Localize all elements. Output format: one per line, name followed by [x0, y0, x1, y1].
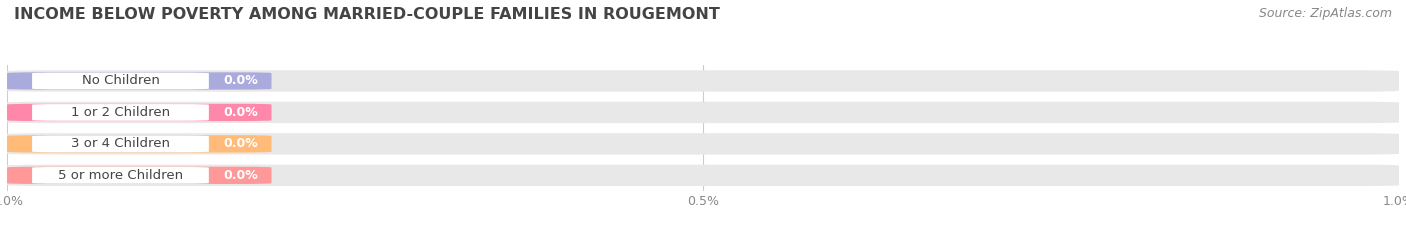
FancyBboxPatch shape — [7, 70, 1399, 92]
FancyBboxPatch shape — [7, 133, 1399, 154]
Text: 0.0%: 0.0% — [224, 75, 259, 87]
FancyBboxPatch shape — [7, 165, 1399, 186]
Text: 0.0%: 0.0% — [224, 106, 259, 119]
FancyBboxPatch shape — [32, 104, 209, 121]
Text: 3 or 4 Children: 3 or 4 Children — [70, 137, 170, 150]
FancyBboxPatch shape — [32, 167, 209, 184]
FancyBboxPatch shape — [7, 72, 271, 90]
Text: INCOME BELOW POVERTY AMONG MARRIED-COUPLE FAMILIES IN ROUGEMONT: INCOME BELOW POVERTY AMONG MARRIED-COUPL… — [14, 7, 720, 22]
Text: No Children: No Children — [82, 75, 159, 87]
FancyBboxPatch shape — [7, 102, 1399, 123]
FancyBboxPatch shape — [32, 73, 209, 89]
Text: 1 or 2 Children: 1 or 2 Children — [70, 106, 170, 119]
Text: Source: ZipAtlas.com: Source: ZipAtlas.com — [1258, 7, 1392, 20]
FancyBboxPatch shape — [32, 136, 209, 152]
Text: 0.0%: 0.0% — [224, 169, 259, 182]
FancyBboxPatch shape — [7, 104, 271, 121]
FancyBboxPatch shape — [7, 135, 271, 153]
FancyBboxPatch shape — [7, 167, 271, 184]
Text: 0.0%: 0.0% — [224, 137, 259, 150]
Text: 5 or more Children: 5 or more Children — [58, 169, 183, 182]
